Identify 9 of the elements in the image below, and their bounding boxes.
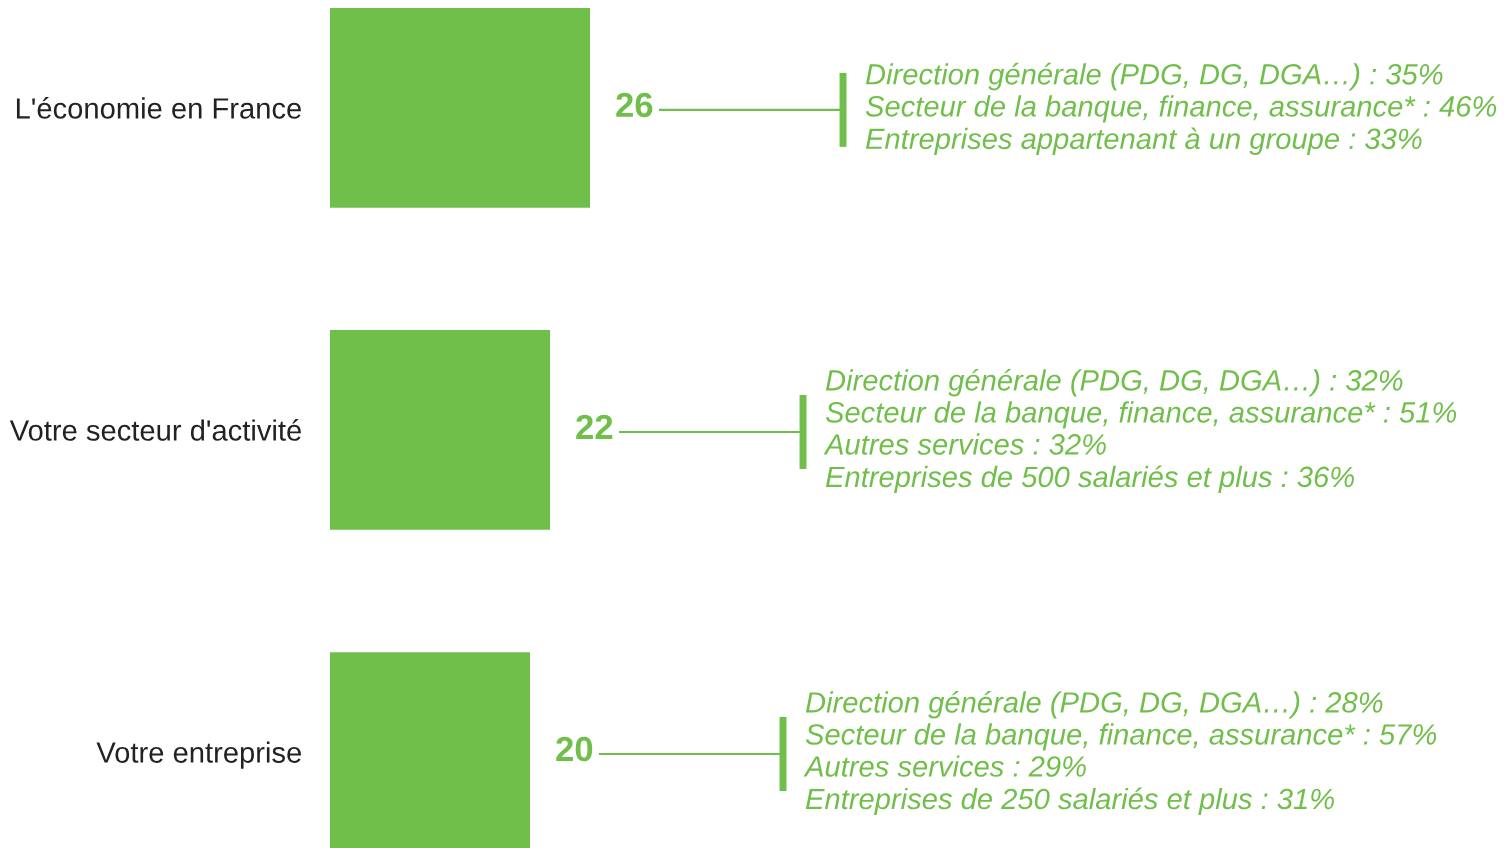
text: Direction générale (PDG, DG, DGA…) : 28% Secteur de la banque, finance, assurance* : 57% Autres services : 29% Entreprises de 250 salariés et plus : 31%	[803, 690, 1437, 816]
text: Direction générale (PDG, DG, DGA…) : 32% Secteur de la banque, finance, assurance* : 51% Autres services : 32% Entreprises de 500 salariés et plus : 36%	[823, 368, 1457, 494]
data-label: 20	[556, 736, 593, 762]
y-tick-label: Votre entreprise	[96, 741, 301, 769]
text: Direction générale (PDG, DG, DGA…) : 35% Secteur de la banque, finance, assurance* : 46% Entreprises appartenant à un groupe : 33%	[865, 62, 1497, 155]
y-tick-label: Votre secteur d'activité	[9, 419, 301, 441]
y-tick-label: L'économie en France	[16, 96, 301, 119]
data-label: 22	[576, 414, 613, 439]
data-label: 26	[616, 92, 653, 118]
